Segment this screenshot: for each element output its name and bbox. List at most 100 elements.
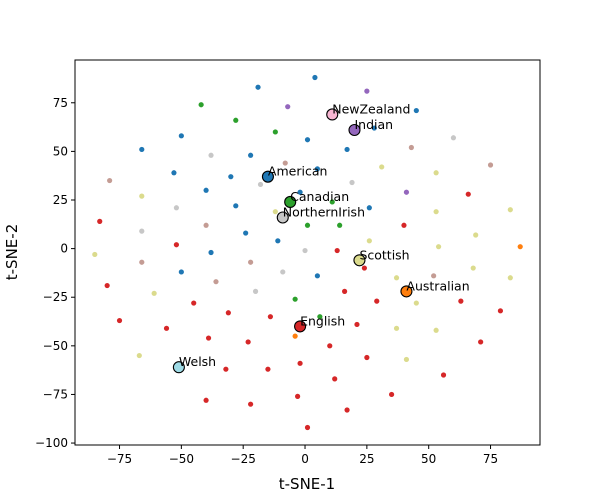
data-point (401, 222, 407, 228)
data-point (517, 244, 523, 250)
data-point (317, 314, 323, 320)
data-point (371, 125, 377, 131)
data-point (265, 366, 271, 372)
data-point (349, 179, 355, 186)
data-point (205, 335, 212, 341)
data-point (257, 181, 264, 188)
data-point (292, 333, 298, 339)
highlighted-point (276, 211, 289, 224)
data-point (450, 135, 457, 141)
data-point (107, 177, 113, 184)
data-point (431, 273, 437, 279)
data-point (267, 314, 273, 320)
y-axis-ticks: −100 −75 −50 −25 0 25 50 75 (35, 96, 75, 450)
data-point (487, 162, 494, 168)
data-point (327, 343, 333, 349)
data-point (223, 366, 229, 372)
data-point (178, 133, 184, 139)
data-point (366, 205, 372, 211)
y-tick-label: 50 (53, 144, 68, 158)
data-point (465, 191, 471, 197)
data-point (191, 300, 197, 306)
data-point (292, 296, 298, 302)
data-point (139, 259, 145, 265)
data-point (354, 321, 360, 328)
data-point (272, 209, 278, 215)
data-point (435, 244, 442, 250)
data-point (433, 170, 439, 176)
data-point (208, 249, 214, 256)
highlighted-point (400, 285, 413, 298)
highlighted-point (261, 170, 274, 183)
data-point (295, 393, 301, 399)
y-axis-label: t-SNE-2 (3, 224, 21, 280)
data-point (243, 230, 249, 236)
data-point (413, 107, 419, 114)
data-point (282, 160, 288, 166)
data-point (344, 407, 350, 413)
x-axis-label: t-SNE-1 (279, 475, 335, 493)
data-point (366, 238, 372, 244)
data-point (440, 372, 447, 378)
y-tick-label: 75 (53, 96, 68, 110)
data-point (198, 102, 204, 108)
data-point (458, 298, 464, 304)
data-point (473, 232, 479, 238)
data-point (393, 275, 400, 281)
x-axis-ticks: −75 −50 −25 0 25 50 75 (107, 445, 498, 466)
data-point (163, 325, 170, 331)
data-point (433, 209, 439, 215)
data-point (388, 391, 395, 398)
data-point (297, 360, 303, 366)
plot-area (74, 59, 541, 446)
data-point (228, 174, 234, 180)
data-point (374, 298, 380, 304)
data-point (173, 205, 180, 211)
highlighted-point (294, 320, 307, 333)
data-point (116, 317, 123, 324)
highlighted-point (353, 254, 366, 267)
data-point (393, 325, 400, 331)
highlighted-point (172, 361, 185, 374)
data-point (255, 84, 261, 90)
data-point (275, 238, 281, 244)
data-point (136, 352, 142, 359)
data-point (312, 74, 318, 81)
data-point (280, 269, 286, 275)
data-point (403, 189, 410, 195)
point-annotation: NewZealand (332, 101, 410, 116)
data-point (332, 376, 338, 382)
data-point (470, 265, 476, 271)
data-point (364, 88, 370, 94)
data-point (329, 199, 335, 205)
point-annotation: Australian (406, 278, 469, 293)
data-point (304, 424, 311, 431)
data-point (139, 193, 145, 199)
data-point (203, 222, 209, 228)
point-annotation: American (268, 164, 328, 179)
data-point (248, 152, 254, 158)
data-point (252, 288, 259, 294)
data-point (403, 356, 410, 363)
point-annotation: Canadian (290, 189, 349, 204)
y-tick-label: 0 (60, 242, 68, 256)
data-point (337, 222, 343, 228)
data-point (433, 327, 439, 333)
y-tick-label: −25 (43, 290, 68, 304)
data-point (151, 290, 157, 296)
data-point (361, 265, 367, 271)
x-tick-label: −75 (107, 452, 132, 466)
data-point (203, 397, 209, 403)
data-point (379, 164, 385, 170)
data-point (233, 203, 239, 209)
data-point (507, 207, 513, 213)
data-point (507, 275, 513, 281)
data-point (92, 251, 98, 258)
data-point (364, 354, 370, 361)
data-point (302, 247, 308, 254)
data-point (178, 269, 184, 275)
x-tick-label: −50 (169, 452, 194, 466)
